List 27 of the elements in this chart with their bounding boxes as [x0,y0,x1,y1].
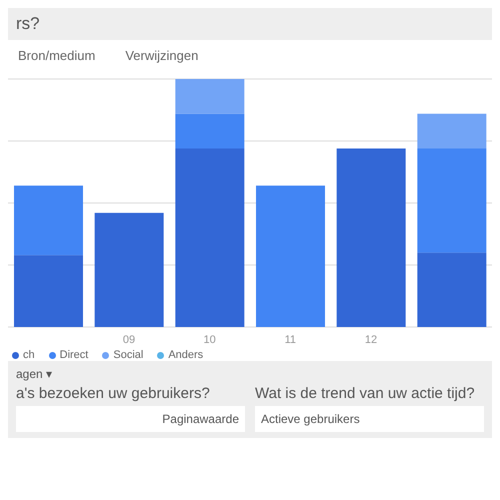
bar [14,186,83,256]
bar [417,148,486,253]
x-tick-label: 10 [204,334,216,346]
text: Verwijzingen [125,48,198,63]
text: Paginawaarde [16,406,245,432]
bar [175,148,244,327]
legend-label: Social [112,349,144,361]
legend-label: Anders [167,349,204,361]
chart-title: rs? [8,8,492,40]
x-tick-label: 12 [364,334,378,346]
bar [417,114,486,148]
bar [256,186,325,327]
text: Bron/medium [18,48,96,63]
bar [175,114,244,148]
x-tick-label: 09 [122,334,136,346]
legend-label: Direct [58,349,88,361]
bar [417,252,486,327]
bar [14,255,83,327]
text: a's bezoeken uw gebruikers? [16,385,211,402]
x-tick-label: 11 [284,334,296,346]
bar [175,79,244,114]
text: Actieve gebruikers [255,406,484,432]
legend-label: ch [22,349,35,361]
text: Wat is de trend van uw actie tijd? [255,385,476,402]
bar [336,148,406,327]
bar [94,212,164,327]
text: agen ▾ [16,367,54,381]
